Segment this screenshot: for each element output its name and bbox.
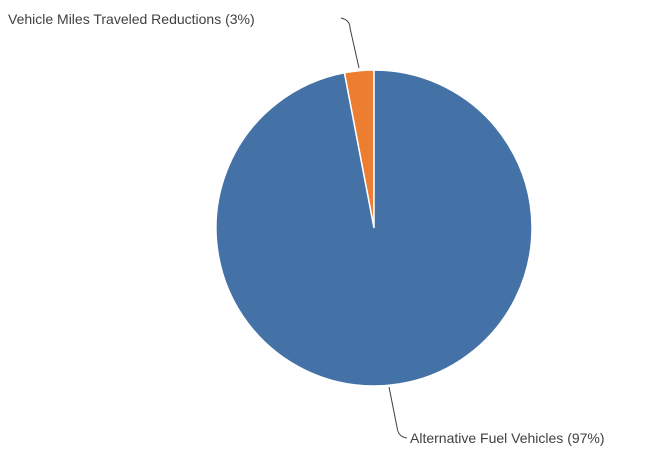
pie-slices xyxy=(215,69,533,387)
data-label-vmt: Vehicle Miles Traveled Reductions (3%) xyxy=(8,11,255,27)
pie-slice-alternative-fuel-vehicles xyxy=(215,69,533,387)
data-label-afv: Alternative Fuel Vehicles (97%) xyxy=(410,430,605,446)
leader-line-afv xyxy=(388,386,408,439)
leader-line-vmt xyxy=(340,17,360,69)
